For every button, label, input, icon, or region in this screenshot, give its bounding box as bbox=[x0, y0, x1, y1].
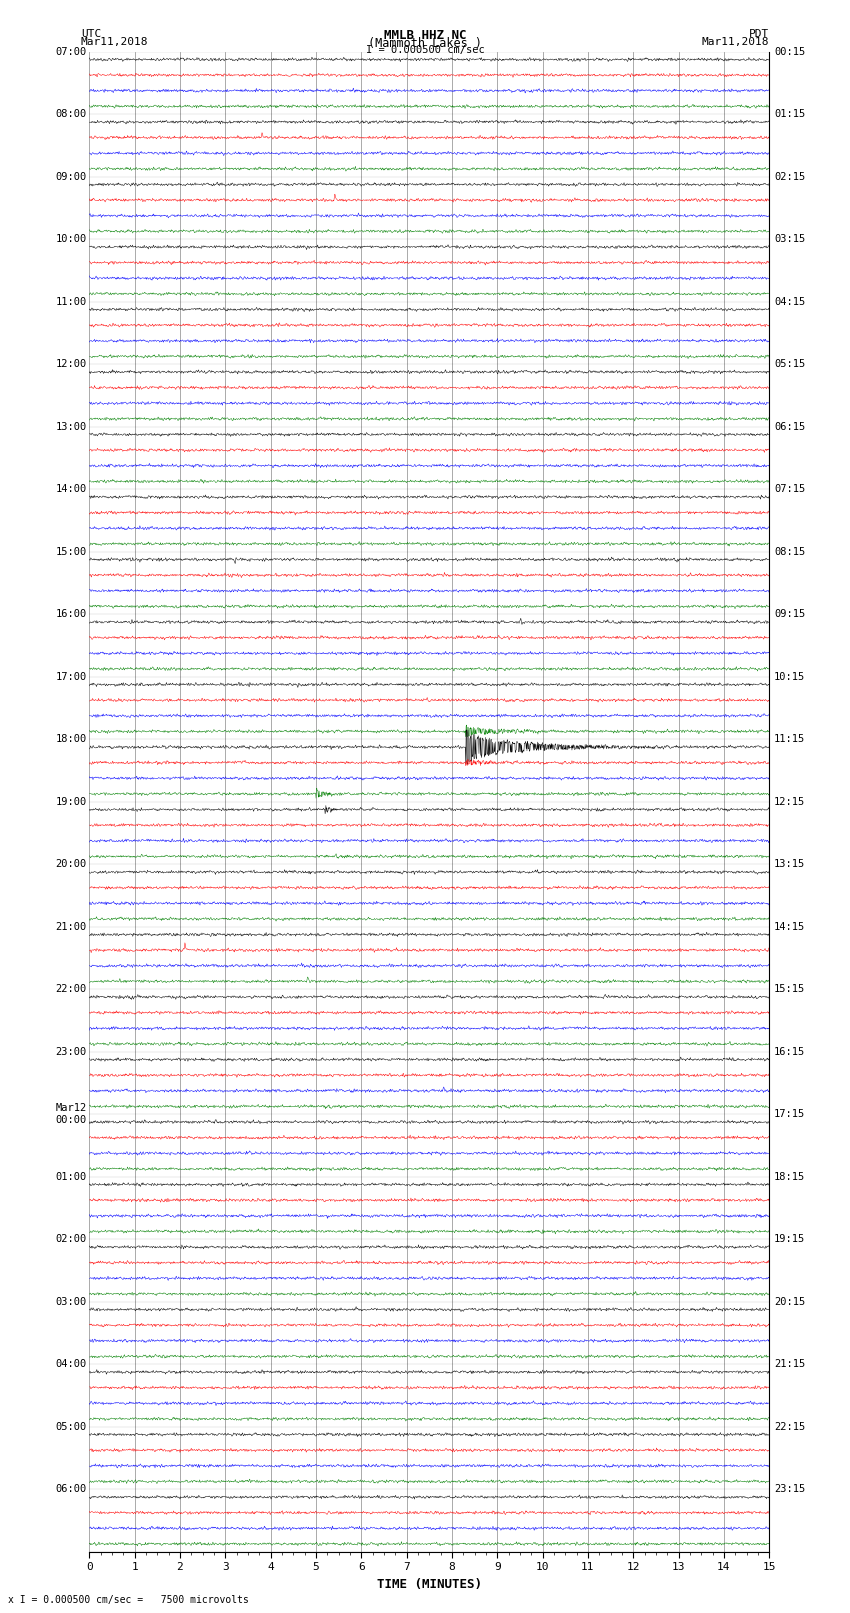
Text: UTC: UTC bbox=[81, 29, 101, 39]
Text: Mar11,2018: Mar11,2018 bbox=[81, 37, 148, 47]
X-axis label: TIME (MINUTES): TIME (MINUTES) bbox=[377, 1578, 482, 1590]
Text: x I = 0.000500 cm/sec =   7500 microvolts: x I = 0.000500 cm/sec = 7500 microvolts bbox=[8, 1595, 249, 1605]
Text: (Mammoth Lakes ): (Mammoth Lakes ) bbox=[368, 37, 482, 50]
Text: PDT: PDT bbox=[749, 29, 769, 39]
Text: MMLB HHZ NC: MMLB HHZ NC bbox=[383, 29, 467, 42]
Text: Mar11,2018: Mar11,2018 bbox=[702, 37, 769, 47]
Text: I = 0.000500 cm/sec: I = 0.000500 cm/sec bbox=[366, 45, 484, 55]
